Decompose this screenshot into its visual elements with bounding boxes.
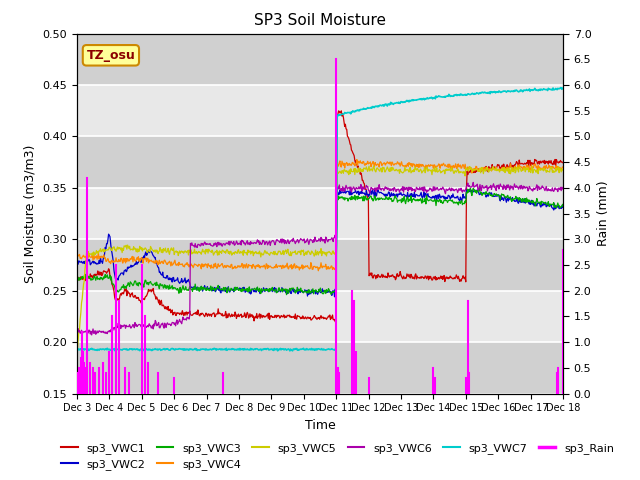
Text: TZ_osu: TZ_osu [86, 49, 135, 62]
Bar [77, 240, 563, 291]
Y-axis label: Soil Moisture (m3/m3): Soil Moisture (m3/m3) [24, 144, 36, 283]
Title: SP3 Soil Moisture: SP3 Soil Moisture [254, 13, 386, 28]
X-axis label: Time: Time [305, 419, 335, 432]
Y-axis label: Rain (mm): Rain (mm) [597, 181, 610, 246]
Bar [77, 34, 563, 85]
Bar [77, 136, 563, 188]
Legend: sp3_VWC1, sp3_VWC2, sp3_VWC3, sp3_VWC4, sp3_VWC5, sp3_VWC6, sp3_VWC7, sp3_Rain: sp3_VWC1, sp3_VWC2, sp3_VWC3, sp3_VWC4, … [57, 438, 619, 474]
Bar [77, 342, 563, 394]
